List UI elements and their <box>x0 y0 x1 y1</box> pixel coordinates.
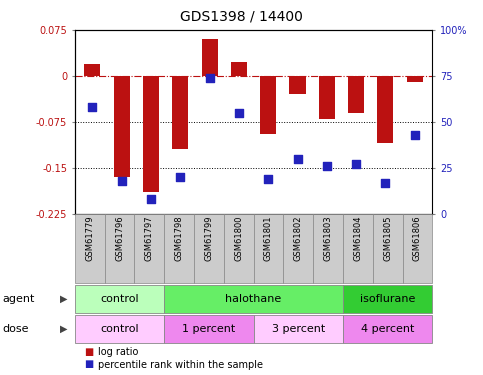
Text: GSM61806: GSM61806 <box>413 216 422 261</box>
Point <box>264 176 272 182</box>
Bar <box>75 315 164 343</box>
Text: control: control <box>100 294 139 304</box>
Bar <box>254 315 343 343</box>
Text: GSM61798: GSM61798 <box>175 216 184 261</box>
Bar <box>377 76 394 143</box>
Text: log ratio: log ratio <box>98 347 139 357</box>
Text: GSM61802: GSM61802 <box>294 216 303 261</box>
Point <box>206 75 213 81</box>
Text: isoflurane: isoflurane <box>360 294 415 304</box>
Point <box>352 161 360 167</box>
Point <box>88 104 96 110</box>
Text: ▶: ▶ <box>60 324 68 334</box>
Bar <box>164 285 343 313</box>
Bar <box>164 315 254 343</box>
Point <box>118 178 126 184</box>
Text: GDS1398 / 14400: GDS1398 / 14400 <box>180 9 303 23</box>
Text: GSM61779: GSM61779 <box>85 216 94 261</box>
Text: GSM61796: GSM61796 <box>115 216 124 261</box>
Bar <box>313 214 343 283</box>
Text: GSM61804: GSM61804 <box>354 216 362 261</box>
Text: dose: dose <box>2 324 29 334</box>
Point <box>147 196 155 202</box>
Text: GSM61800: GSM61800 <box>234 216 243 261</box>
Bar <box>172 76 188 149</box>
Bar <box>260 76 276 134</box>
Point <box>294 156 301 162</box>
Bar <box>164 214 194 283</box>
Text: GSM61803: GSM61803 <box>324 216 332 261</box>
Bar <box>343 315 432 343</box>
Point <box>411 132 419 138</box>
Bar <box>402 214 432 283</box>
Bar <box>231 63 247 76</box>
Text: ▶: ▶ <box>60 294 68 304</box>
Bar <box>75 214 105 283</box>
Text: control: control <box>100 324 139 334</box>
Bar <box>254 214 284 283</box>
Text: GSM61799: GSM61799 <box>204 216 213 261</box>
Bar <box>348 76 364 112</box>
Bar <box>224 214 254 283</box>
Text: GSM61797: GSM61797 <box>145 216 154 261</box>
Bar <box>194 214 224 283</box>
Bar <box>114 76 130 177</box>
Bar <box>373 214 402 283</box>
Text: ■: ■ <box>85 347 94 357</box>
Bar <box>85 64 100 76</box>
Bar <box>105 214 134 283</box>
Bar <box>343 285 432 313</box>
Text: percentile rank within the sample: percentile rank within the sample <box>98 360 263 369</box>
Text: 4 percent: 4 percent <box>361 324 414 334</box>
Bar <box>143 76 159 192</box>
Point <box>235 110 243 116</box>
Bar <box>134 214 164 283</box>
Bar <box>407 76 423 82</box>
Text: GSM61801: GSM61801 <box>264 216 273 261</box>
Text: 1 percent: 1 percent <box>182 324 236 334</box>
Bar <box>319 76 335 119</box>
Bar <box>343 214 373 283</box>
Text: ■: ■ <box>85 360 94 369</box>
Text: 3 percent: 3 percent <box>271 324 325 334</box>
Bar <box>284 214 313 283</box>
Bar <box>201 39 218 76</box>
Bar <box>75 285 164 313</box>
Point <box>176 174 184 180</box>
Text: GSM61805: GSM61805 <box>383 216 392 261</box>
Point <box>323 163 331 169</box>
Text: agent: agent <box>2 294 35 304</box>
Point <box>382 180 389 186</box>
Bar <box>289 76 306 94</box>
Text: halothane: halothane <box>226 294 282 304</box>
